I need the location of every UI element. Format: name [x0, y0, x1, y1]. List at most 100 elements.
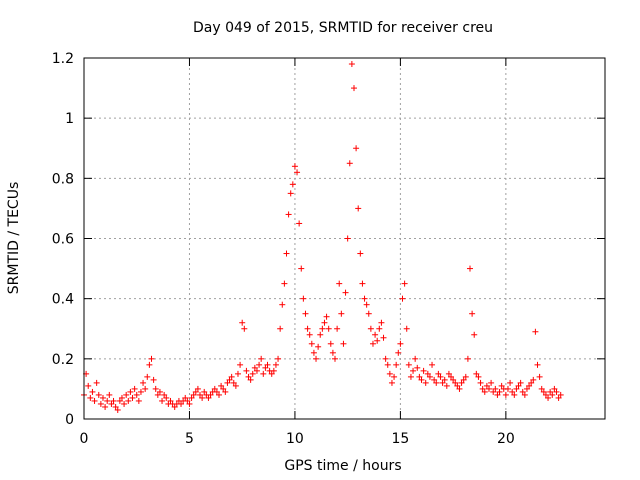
data-point — [93, 379, 100, 386]
data-point — [502, 391, 509, 398]
x-axis-label: GPS time / hours — [284, 458, 401, 474]
data-point — [279, 301, 286, 308]
data-point — [534, 361, 541, 368]
data-point — [184, 397, 191, 404]
data-point — [156, 388, 163, 395]
data-point — [232, 382, 239, 389]
data-point — [334, 325, 341, 332]
data-point — [393, 361, 400, 368]
data-point — [161, 391, 168, 398]
data-point — [530, 376, 537, 383]
y-axis-label: SRMTID / TECUs — [6, 182, 22, 295]
data-point — [218, 382, 225, 389]
data-point — [228, 373, 235, 380]
data-point — [367, 325, 374, 332]
chart-title: Day 049 of 2015, SRMTID for receiver cre… — [193, 20, 493, 36]
data-point — [485, 385, 492, 392]
data-point — [410, 367, 417, 374]
plot-area-frame — [83, 57, 606, 420]
data-point — [433, 379, 440, 386]
data-point — [545, 394, 552, 401]
data-point — [294, 169, 301, 176]
grid-lines — [84, 58, 605, 419]
data-point — [253, 367, 260, 374]
data-point — [245, 373, 252, 380]
data-point — [429, 361, 436, 368]
data-point — [407, 373, 414, 380]
data-point — [515, 382, 522, 389]
data-point — [504, 385, 511, 392]
data-point — [121, 400, 128, 407]
data-point — [249, 370, 256, 377]
y-tick-label: 0.6 — [52, 232, 74, 248]
data-point — [439, 379, 446, 386]
data-point — [108, 400, 115, 407]
data-point — [131, 385, 138, 392]
data-point — [528, 379, 535, 386]
data-point — [199, 394, 206, 401]
data-point — [435, 370, 442, 377]
data-point — [431, 376, 438, 383]
data-point — [104, 397, 111, 404]
data-point — [378, 319, 385, 326]
data-point — [424, 370, 431, 377]
data-point — [365, 310, 372, 317]
data-point — [215, 391, 222, 398]
y-tick-label: 0.2 — [52, 352, 74, 368]
data-point — [243, 367, 250, 374]
data-point — [281, 280, 288, 287]
data-point — [517, 379, 524, 386]
data-point — [310, 349, 317, 356]
data-point — [458, 379, 465, 386]
data-point — [287, 190, 294, 197]
data-point — [526, 382, 533, 389]
data-point — [325, 325, 332, 332]
data-point — [127, 388, 134, 395]
data-point — [283, 250, 290, 257]
data-point — [112, 403, 119, 410]
data-point — [140, 379, 147, 386]
data-point — [399, 295, 406, 302]
data-point — [308, 340, 315, 347]
data-point — [348, 61, 355, 68]
data-point — [342, 289, 349, 296]
data-point — [321, 319, 328, 326]
data-point — [380, 334, 387, 341]
data-point — [542, 391, 549, 398]
data-point — [336, 280, 343, 287]
data-point — [329, 349, 336, 356]
data-point — [536, 373, 543, 380]
data-point — [226, 376, 233, 383]
data-point — [137, 388, 144, 395]
data-point — [346, 160, 353, 167]
data-point — [205, 394, 212, 401]
data-point — [133, 391, 140, 398]
data-point — [178, 400, 185, 407]
x-tick-label: 0 — [80, 431, 89, 447]
data-point — [462, 373, 469, 380]
data-point — [247, 376, 254, 383]
data-point — [538, 385, 545, 392]
data-point — [99, 394, 106, 401]
data-point — [547, 388, 554, 395]
y-tick-label: 1.2 — [52, 51, 74, 67]
data-point — [450, 376, 457, 383]
data-point — [340, 340, 347, 347]
data-point — [479, 385, 486, 392]
data-point — [498, 382, 505, 389]
data-point — [369, 340, 376, 347]
data-point — [150, 376, 157, 383]
data-point — [146, 361, 153, 368]
data-point — [224, 379, 231, 386]
data-point — [376, 325, 383, 332]
data-point — [106, 391, 113, 398]
data-point — [230, 379, 237, 386]
data-point — [319, 325, 326, 332]
data-point — [483, 382, 490, 389]
data-point — [144, 373, 151, 380]
data-point — [422, 379, 429, 386]
data-point — [201, 388, 208, 395]
data-point — [492, 385, 499, 392]
data-point — [285, 211, 292, 218]
